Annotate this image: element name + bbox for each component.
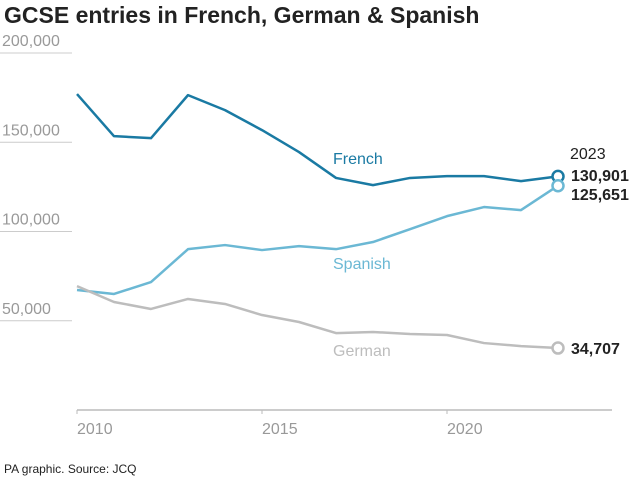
y-tick-label: 200,000: [2, 33, 60, 50]
series-label: French: [333, 151, 383, 168]
annotation: 2023: [570, 146, 606, 163]
end-marker: [551, 178, 565, 193]
line: [76, 284, 559, 350]
line: [76, 93, 559, 187]
y-tick-label: 150,000: [2, 122, 60, 139]
chart-title: GCSE entries in French, German & Spanish: [4, 2, 479, 28]
y-tick-label: 100,000: [2, 212, 60, 229]
value-label: 130,901: [571, 168, 629, 185]
x-tick-label: 2020: [447, 421, 483, 438]
value-label: 125,651: [571, 187, 629, 204]
end-marker: [551, 341, 565, 355]
x-tick-label: 2010: [77, 421, 113, 438]
value-label: 34,707: [571, 341, 620, 358]
series-label: German: [333, 343, 391, 360]
x-tick-label: 2015: [262, 421, 298, 438]
y-tick-label: 50,000: [2, 301, 51, 318]
line: [76, 184, 559, 296]
series-label: Spanish: [333, 256, 391, 273]
source: PA graphic. Source: JCQ: [4, 462, 137, 476]
